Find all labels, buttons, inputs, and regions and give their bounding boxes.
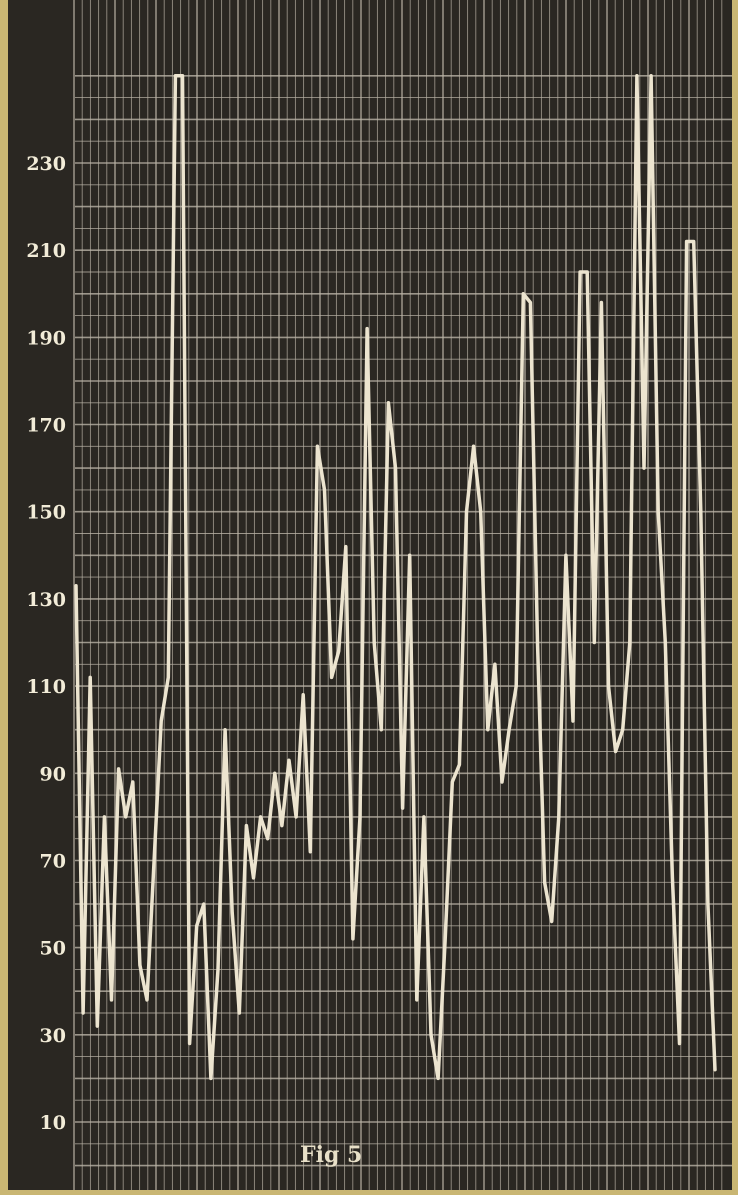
y-tick-label: 10 xyxy=(40,1112,66,1134)
y-tick-label: 210 xyxy=(26,240,66,262)
y-tick-label: 170 xyxy=(26,415,66,437)
y-tick-label: 130 xyxy=(26,589,66,611)
y-axis-tick-labels: 10 30 50 70 90 110 130 150 170 190 210 230 xyxy=(26,153,66,1134)
y-tick-label: 30 xyxy=(40,1025,66,1047)
y-tick-label: 230 xyxy=(26,153,66,175)
y-tick-label: 50 xyxy=(40,938,66,960)
y-tick-label: 90 xyxy=(40,763,66,785)
y-tick-label: 110 xyxy=(26,676,66,698)
figure-caption: Fig 5 xyxy=(300,1142,362,1168)
y-tick-label: 70 xyxy=(40,851,66,873)
y-tick-label: 150 xyxy=(26,502,66,524)
data-series-line xyxy=(74,74,717,1081)
y-tick-label: 190 xyxy=(26,327,66,349)
